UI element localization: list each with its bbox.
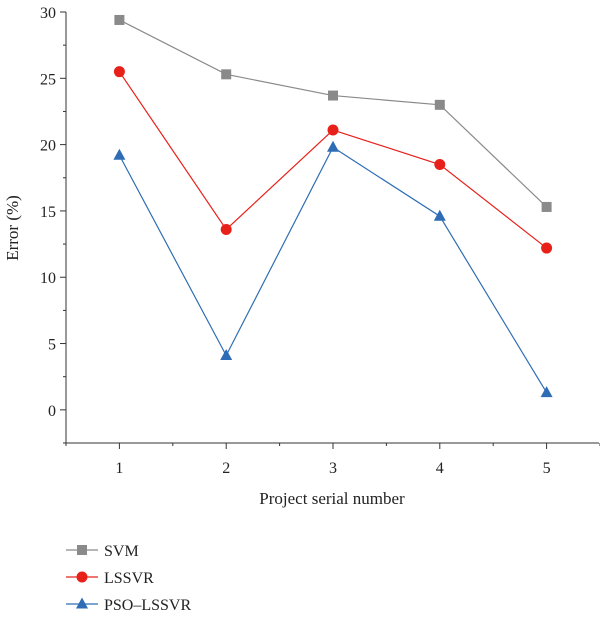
y-tick-label: 15 — [40, 204, 56, 221]
x-tick-label: 1 — [115, 460, 123, 477]
data-point-lssvr — [434, 159, 446, 171]
data-point-pso-lssvr — [113, 148, 126, 160]
data-point-pso-lssvr — [220, 348, 233, 360]
chart-axes: 0 5 10 15 20 25 30 1 2 3 4 5 — [40, 5, 600, 477]
data-point-pso-lssvr — [433, 209, 446, 221]
data-point-pso-lssvr — [540, 386, 553, 398]
x-tick-label: 2 — [222, 460, 230, 477]
legend-marker-lssvr — [76, 571, 88, 583]
data-point-lssvr — [327, 124, 339, 136]
y-tick-label: 0 — [48, 403, 56, 420]
series-line-pso-lssvr — [118, 146, 548, 393]
data-point-lssvr — [541, 242, 553, 254]
legend-label-svm: SVM — [104, 543, 139, 560]
chart-legend: SVM LSSVR PSO–LSSVR — [66, 543, 191, 614]
chart-series — [113, 14, 553, 398]
y-axis-label: Error (%) — [3, 195, 22, 261]
legend-label-lssvr: LSSVR — [104, 570, 154, 587]
y-tick-label: 20 — [40, 138, 56, 155]
y-tick-label: 25 — [40, 71, 56, 88]
data-point-svm — [328, 90, 338, 101]
data-point-lssvr — [220, 223, 232, 235]
data-point-pso-lssvr — [327, 140, 339, 152]
data-point-svm — [221, 69, 232, 80]
x-tick-label: 5 — [543, 460, 551, 477]
x-tick-label: 4 — [436, 460, 444, 477]
y-tick-label: 5 — [48, 337, 56, 354]
series-line-svm — [119, 19, 548, 208]
x-tick-label: 3 — [329, 460, 337, 477]
y-tick-label: 30 — [40, 5, 56, 22]
data-point-lssvr — [113, 66, 125, 78]
legend-marker-pso-lssvr — [76, 597, 88, 609]
x-axis-label: Project serial number — [259, 489, 405, 508]
legend-marker-svm — [77, 545, 87, 555]
data-point-svm — [434, 99, 445, 110]
data-point-svm — [541, 201, 552, 212]
y-tick-label: 10 — [40, 270, 56, 287]
data-point-svm — [114, 14, 125, 25]
legend-label-pso-lssvr: PSO–LSSVR — [104, 597, 191, 614]
